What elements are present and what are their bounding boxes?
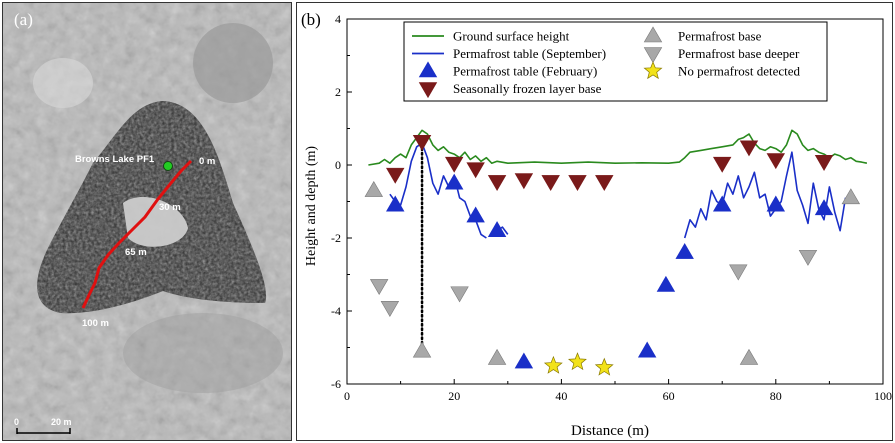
data-point-4-2 [487,348,507,365]
data-point-5-1 [380,301,400,317]
x-tick-label: 20 [448,389,460,403]
legend-label: Ground surface height [453,29,570,44]
legend-swatch [643,26,663,43]
legend-label: No permafrost detected [678,64,801,79]
data-point-2-5 [637,341,657,358]
x-tick-label: 60 [663,389,675,403]
y-tick-label: -2 [331,231,341,245]
scale-bar: 0 20 m [14,417,72,434]
data-point-4-1 [412,341,432,358]
data-point-3-4 [487,175,507,192]
distance-mark-30: 30 m [159,202,181,213]
legend-box [403,21,828,102]
legend-label: Seasonally frozen layer base [453,81,602,96]
scale-bar-length: 20 m [51,417,72,427]
aerial-photo: (a) Browns Lake PF1 0 m 30 m 65 m 100 m … [3,3,291,440]
distance-mark-100: 100 m [82,318,109,329]
data-point-5-4 [798,249,818,266]
profile-chart-panel: (b) 0 20 40 60 80 100 4 2 0 -2 -4 -6 Ground surface… [296,2,893,441]
data-point-3-2 [444,156,464,173]
data-point-5-0 [369,279,389,296]
scale-bar-zero: 0 [14,417,19,427]
data-point-5-3 [729,264,748,281]
legend-swatch [643,47,663,64]
y-tick-label: 0 [335,158,341,172]
data-point-3-11 [766,153,786,170]
chart-legend: Ground surface height Permafrost table (S… [403,21,828,102]
data-point-4-3 [739,348,759,365]
data-point-2-9 [766,195,786,212]
x-tick-label: 40 [555,389,567,403]
data-point-6-2 [594,357,614,376]
legend-label: Permafrost base deeper [678,46,800,61]
data-point-2-1 [444,173,464,190]
data-point-3-0 [386,167,405,184]
transect-line [81,159,193,309]
panel-a-label: (a) [14,10,33,29]
data-point-2-0 [386,195,405,212]
legend-label: Permafrost table (February) [453,64,597,79]
x-axis-label: Distance (m) [571,423,649,439]
data-point-3-7 [568,175,587,192]
data-point-2-6 [656,275,676,292]
panel-b-label: (b) [301,10,321,29]
data-point-3-3 [466,162,485,179]
data-point-2-7 [675,243,694,259]
aerial-photo-panel: (a) Browns Lake PF1 0 m 30 m 65 m 100 m … [2,2,292,441]
legend-swatch [418,82,438,99]
legend-swatch [418,61,438,78]
distance-mark-65: 65 m [125,247,147,258]
y-tick-label: 4 [335,12,341,26]
data-point-2-4 [514,352,534,369]
data-point-5-2 [450,286,469,303]
legend-swatch [643,61,663,80]
data-point-3-12 [814,155,834,171]
x-tick-label: 80 [770,389,782,403]
y-tick-label: 2 [335,85,341,99]
data-point-2-3 [487,221,507,237]
y-tick-label: -4 [331,304,341,318]
distance-mark-0: 0 m [199,156,215,167]
data-point-6-0 [543,355,563,374]
series-line-0-0 [368,129,868,166]
site-label: Browns Lake PF1 [75,154,155,165]
x-tick-label: 0 [344,389,350,403]
data-point-3-9 [712,156,732,173]
legend-label: Permafrost base [678,29,762,44]
data-point-3-10 [739,140,759,157]
legend-label: Permafrost table (September) [453,46,606,61]
data-point-2-2 [466,206,485,223]
data-point-3-5 [514,173,534,190]
data-point-3-6 [541,175,560,192]
data-point-3-1 [412,134,432,151]
chart-plot-area [364,129,868,376]
data-point-6-1 [567,352,587,371]
x-tick-label: 100 [874,389,892,403]
data-point-4-4 [841,188,861,205]
y-axis-label: Height and depth (m) [304,146,319,266]
data-point-4-0 [364,180,384,197]
data-point-2-10 [814,199,834,216]
data-point-2-8 [712,195,732,212]
site-marker [163,161,173,171]
data-point-3-8 [595,175,614,192]
y-tick-label: -6 [331,377,341,391]
